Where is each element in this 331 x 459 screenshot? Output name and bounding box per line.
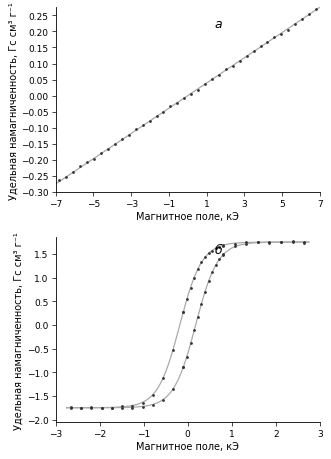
Y-axis label: Удельная намагниченность, Гс см³ г⁻¹: Удельная намагниченность, Гс см³ г⁻¹	[8, 2, 18, 199]
Text: б: б	[214, 243, 222, 256]
Y-axis label: Удельная намагниченность, Гс см³ г⁻¹: Удельная намагниченность, Гс см³ г⁻¹	[14, 231, 24, 429]
X-axis label: Магнитное поле, кЭ: Магнитное поле, кЭ	[136, 211, 239, 221]
Text: а: а	[214, 17, 222, 30]
X-axis label: Магнитное поле, кЭ: Магнитное поле, кЭ	[136, 441, 239, 451]
